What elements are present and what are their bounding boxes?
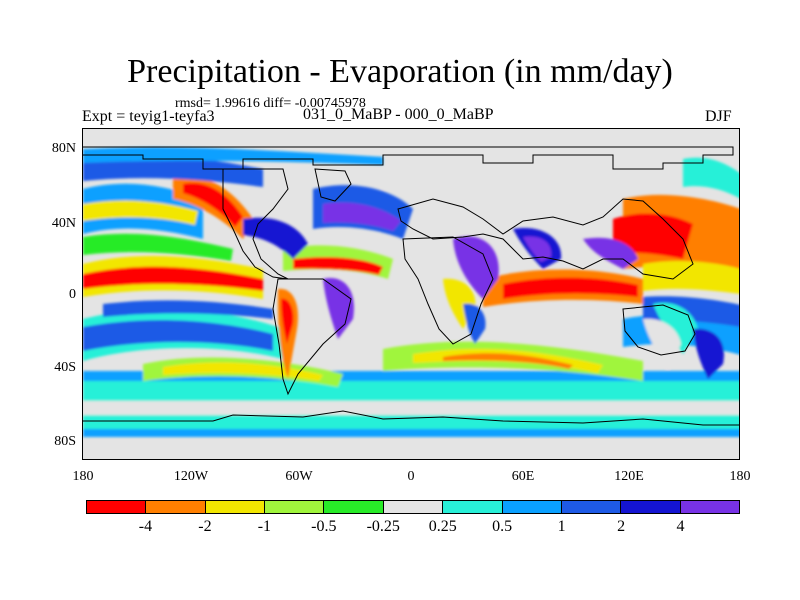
field-patch (83, 155, 263, 187)
colorbar-swatch (621, 501, 681, 513)
colorbar-swatch (443, 501, 503, 513)
lon-tick-label: 180 (729, 469, 751, 484)
colorbar-swatch (146, 501, 206, 513)
field-patch (83, 401, 739, 415)
arctic-coastline (83, 146, 734, 170)
field-patch (323, 202, 401, 231)
eurasia-coastline (397, 198, 694, 280)
colorbar-swatch (502, 501, 562, 513)
field-patch (323, 278, 354, 339)
colorbar-swatch (680, 501, 739, 513)
experiment-label: Expt = teyig1-teyfa3 (82, 108, 215, 125)
field-patch (653, 302, 698, 354)
comparison-label: 031_0_MaBP - 000_0_MaBP (303, 106, 494, 123)
field-patch (83, 233, 233, 261)
field-patch (183, 183, 243, 227)
greenland-coastline (314, 168, 352, 202)
colorbar-label: -4 (138, 518, 153, 535)
colorbar-label: 0.25 (428, 518, 457, 535)
map-title: Precipitation - Evaporation (in mm/day) (127, 53, 673, 90)
map-plot-area (82, 128, 740, 460)
field-patch (683, 157, 739, 198)
field-patch (443, 353, 573, 369)
lon-tick-label: 180 (72, 469, 94, 484)
field-patch (453, 236, 499, 299)
antarctica-coastline (83, 410, 739, 426)
lat-tick-label: 80N (51, 141, 76, 156)
coastlines (83, 146, 739, 426)
colorbar-swatch (383, 501, 444, 513)
colorbar-label: -0.25 (366, 518, 400, 535)
lon-tick-label: 60W (285, 469, 313, 484)
colorbar-label: 1 (557, 518, 566, 535)
field-patch (643, 261, 739, 294)
lat-tick-label: 40S (54, 360, 76, 375)
colorbar-label: 2 (617, 518, 626, 535)
colorbar-label: -1 (257, 518, 272, 535)
field-patch (523, 236, 552, 262)
field-patch (83, 147, 383, 165)
map-field-svg (83, 129, 739, 459)
field-patch (281, 298, 294, 344)
stats-label: rmsd= 1.99616 diff= -0.00745978 (175, 96, 366, 111)
north-america-coastline (222, 168, 289, 280)
australia-coastline (622, 304, 696, 356)
field-patch (293, 256, 383, 275)
field-contours (83, 147, 739, 437)
lon-tick-label: 120W (173, 469, 209, 484)
field-patch (243, 217, 308, 259)
lat-tick-label: 0 (69, 287, 76, 302)
colorbar-label: -0.5 (311, 518, 337, 535)
field-patch (643, 318, 681, 369)
field-patch (83, 371, 739, 381)
field-patch (83, 200, 198, 225)
lon-tick-label: 120E (614, 469, 644, 484)
colorbar-swatch (324, 501, 384, 513)
field-patch (613, 213, 693, 259)
field-patch (83, 379, 739, 401)
africa-coastline (402, 236, 494, 345)
lat-tick-label: 40N (51, 216, 76, 231)
colorbar (86, 500, 740, 514)
colorbar-swatch (87, 501, 147, 513)
field-patch (693, 328, 724, 379)
field-patch (583, 237, 638, 269)
colorbar-label: -2 (198, 518, 212, 535)
lon-tick-label: 0 (407, 469, 415, 484)
field-patch (383, 167, 513, 204)
field-patch (83, 266, 263, 291)
colorbar-swatch (265, 501, 325, 513)
field-patch (83, 429, 739, 437)
colorbar-swatch (561, 501, 622, 513)
south-america-coastline (272, 278, 352, 396)
lon-tick-label: 60E (511, 469, 535, 484)
colorbar-swatch (205, 501, 266, 513)
field-patch (503, 277, 638, 299)
field-patch (163, 362, 323, 381)
lat-tick-label: 80S (54, 434, 76, 449)
field-patch (103, 300, 273, 319)
colorbar-label: 0.5 (492, 518, 513, 535)
season-label: DJF (705, 108, 732, 125)
field-patch (83, 320, 273, 351)
colorbar-label: 4 (676, 518, 685, 535)
